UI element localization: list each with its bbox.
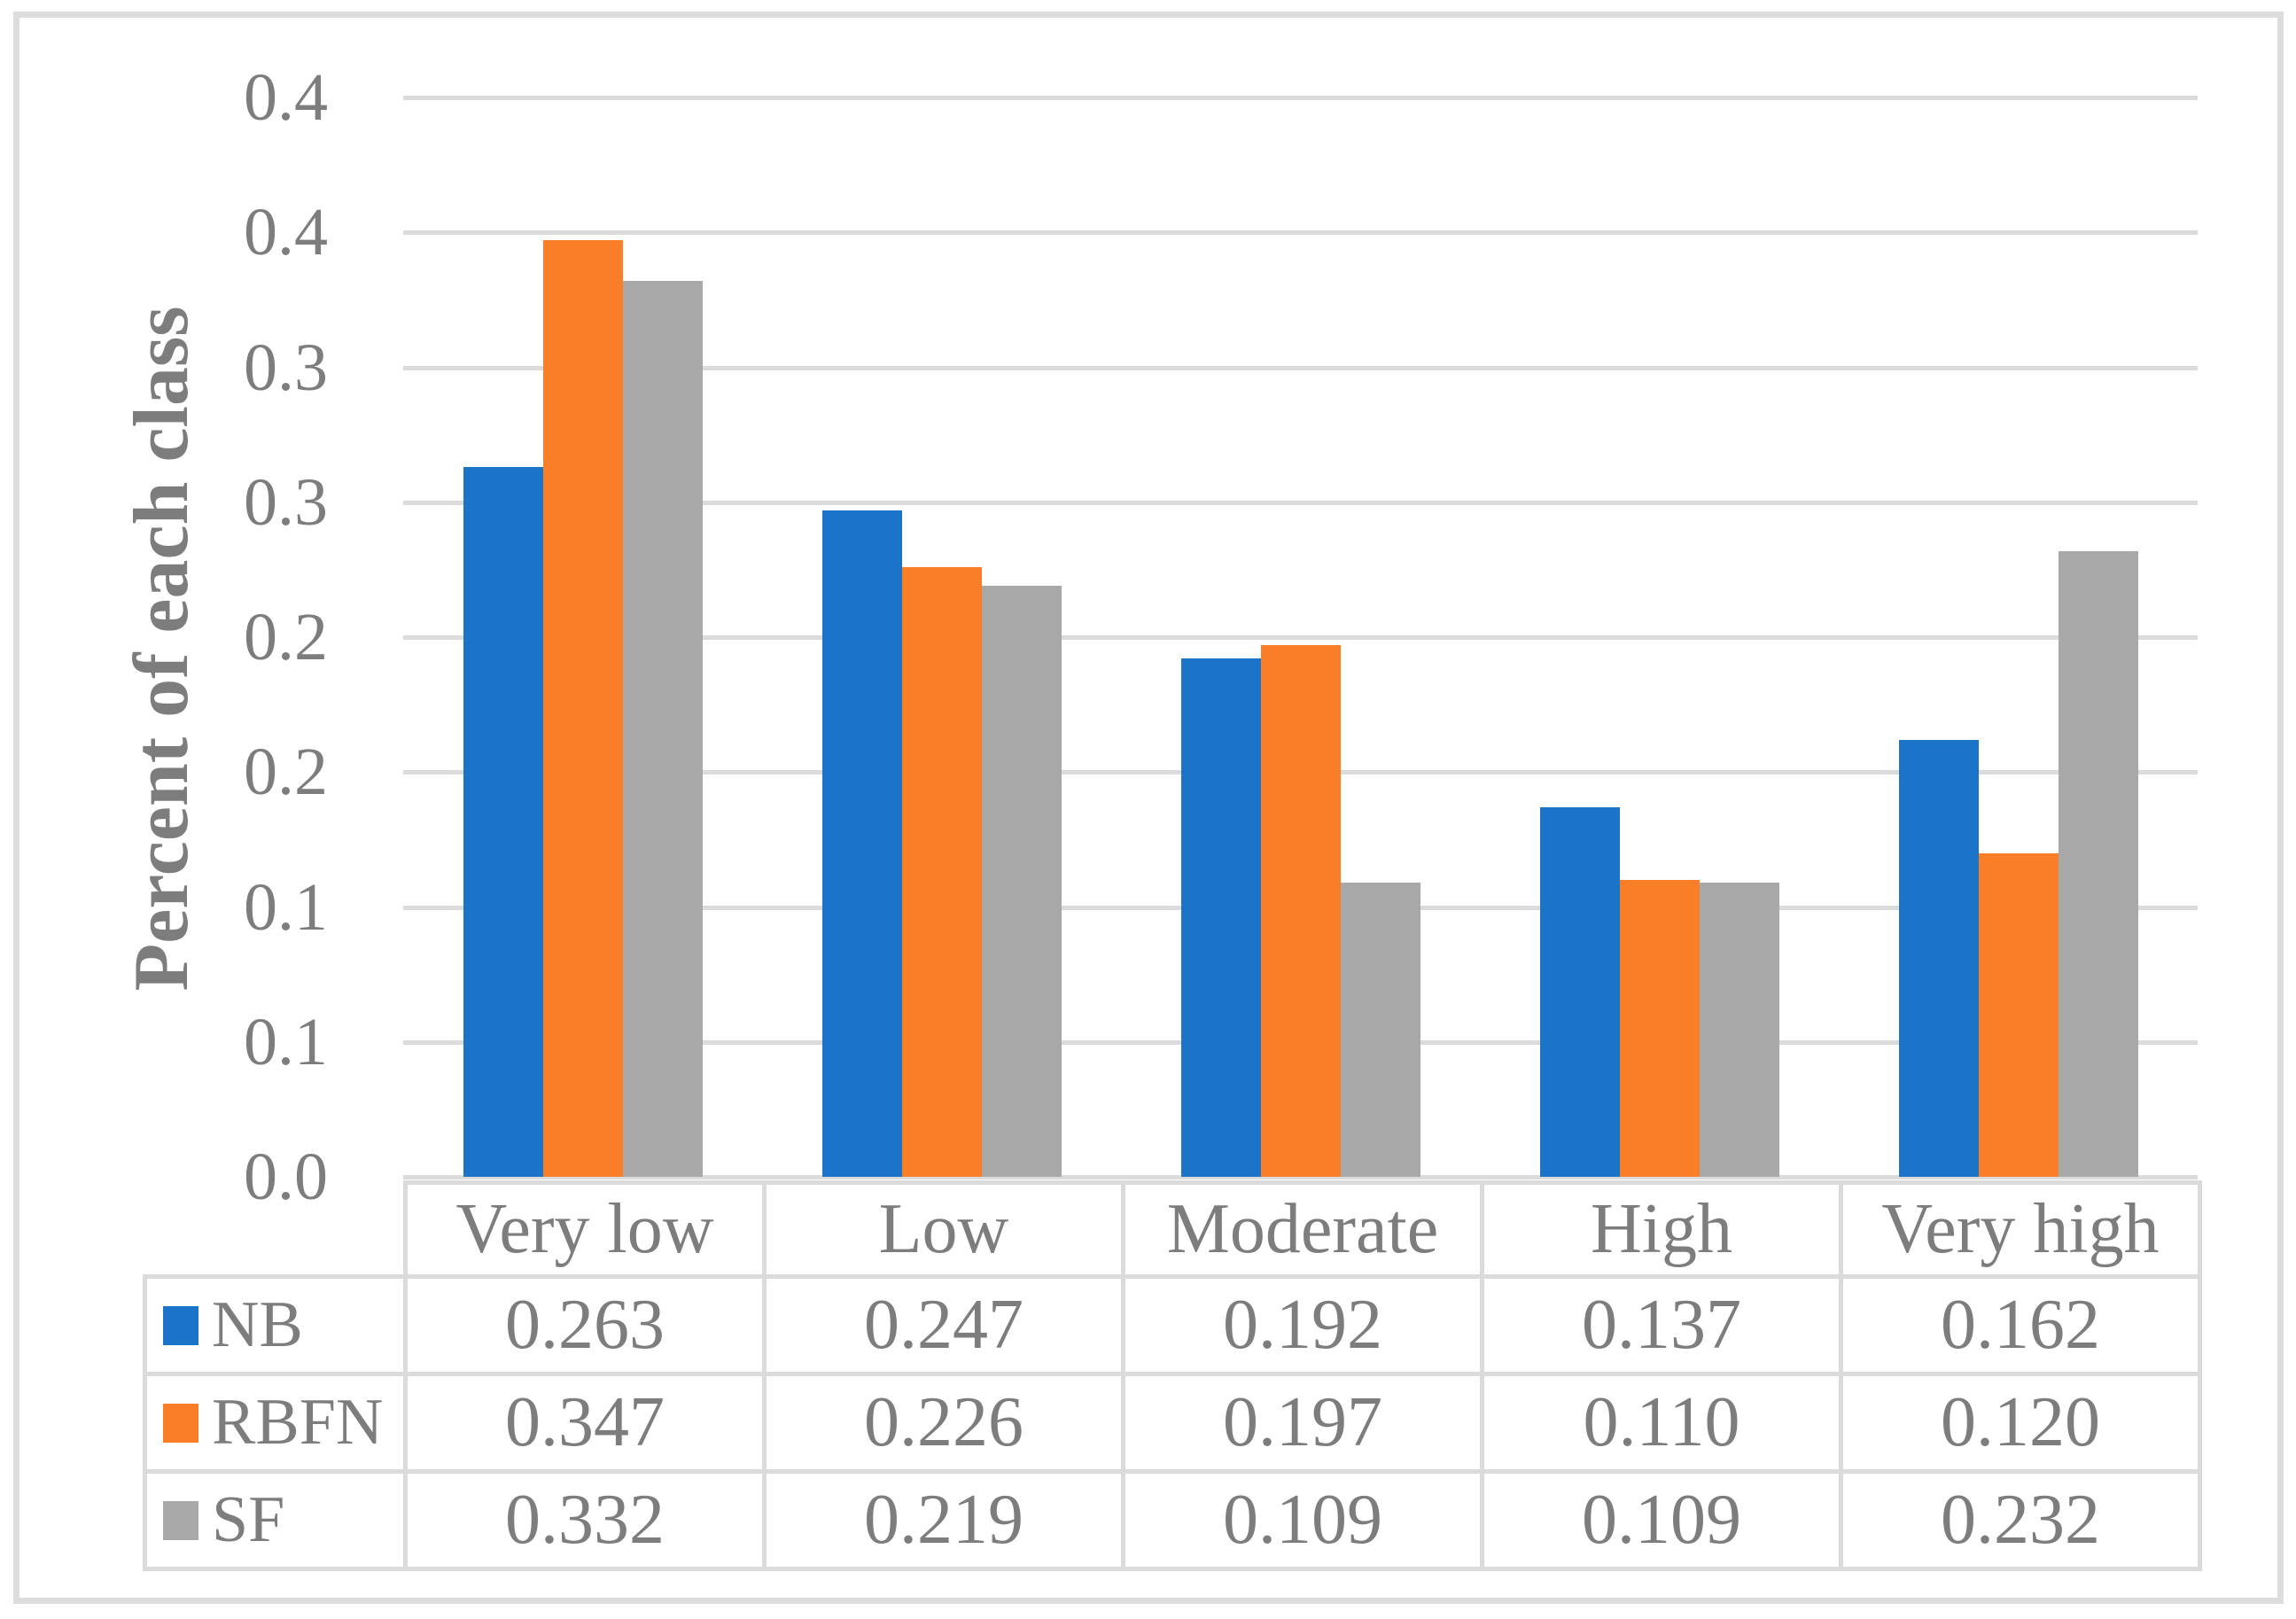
bar-nb-very-low	[463, 467, 543, 1177]
gridline-0.3	[403, 500, 2198, 505]
legend-label-rbfn: RBFN	[212, 1386, 384, 1459]
bar-sf-moderate	[1340, 883, 1420, 1177]
y-tick-label-0.3-5: 0.3	[244, 464, 328, 540]
value-cell-nb-moderate: 0.192	[1121, 1274, 1484, 1376]
gridline-0.4	[403, 96, 2198, 100]
table-row-nb: NB 0.263 0.247 0.192 0.137 0.162	[143, 1274, 2202, 1376]
value-cell-rbfn-high: 0.110	[1480, 1372, 1843, 1474]
value-cell-sf-high: 0.109	[1480, 1469, 1843, 1571]
legend-cell-nb: NB	[143, 1274, 408, 1376]
category-header-high: High	[1480, 1180, 1843, 1279]
y-tick-label-0.1-1: 0.1	[244, 1004, 328, 1079]
legend-label-nb: NB	[212, 1288, 303, 1361]
bar-rbfn-low	[901, 566, 982, 1177]
legend-cell-rbfn: RBFN	[143, 1372, 408, 1474]
plot-area	[403, 96, 2198, 1179]
legend-swatch-rbfn	[163, 1403, 198, 1443]
bar-sf-high	[1699, 883, 1779, 1177]
data-table: Very low Low Moderate High Very high NB 0.263 0…	[143, 1180, 2202, 1571]
legend-label-sf: SF	[212, 1483, 285, 1556]
category-header-very-high: Very high	[1839, 1180, 2202, 1279]
value-cell-sf-very-low: 0.332	[403, 1469, 767, 1571]
bar-rbfn-high	[1619, 880, 1700, 1177]
table-row-rbfn: RBFN 0.347 0.226 0.197 0.110 0.120	[143, 1372, 2202, 1474]
y-tick-label-0.4-8: 0.4	[244, 60, 328, 135]
value-cell-rbfn-moderate: 0.197	[1121, 1372, 1484, 1474]
gridline-0.3	[403, 365, 2198, 370]
table-corner-blank	[145, 1183, 406, 1277]
bar-rbfn-moderate	[1260, 645, 1341, 1177]
legend-swatch-sf	[163, 1500, 198, 1540]
value-cell-rbfn-low: 0.226	[762, 1372, 1125, 1474]
y-tick-label-0.2-3: 0.2	[244, 735, 328, 810]
bar-sf-very-high	[2058, 550, 2138, 1177]
value-cell-sf-moderate: 0.109	[1121, 1469, 1484, 1571]
bar-sf-low	[981, 586, 1062, 1177]
value-cell-nb-very-high: 0.162	[1839, 1274, 2202, 1376]
gridline-0.4	[403, 230, 2198, 236]
y-tick-label-0.3-6: 0.3	[244, 330, 328, 405]
y-tick-label-0.0-0: 0.0	[244, 1140, 328, 1214]
value-cell-nb-very-low: 0.263	[403, 1274, 767, 1376]
bar-sf-very-low	[622, 281, 703, 1177]
legend-cell-sf: SF	[143, 1469, 408, 1571]
bar-rbfn-very-low	[542, 240, 623, 1177]
value-cell-sf-very-high: 0.232	[1839, 1469, 2202, 1571]
value-cell-rbfn-very-low: 0.347	[403, 1372, 767, 1474]
y-tick-label-0.4-7: 0.4	[244, 195, 328, 270]
legend-swatch-nb	[163, 1305, 198, 1345]
value-cell-rbfn-very-high: 0.120	[1839, 1372, 2202, 1474]
value-cell-nb-low: 0.247	[762, 1274, 1125, 1376]
y-tick-label-0.2-4: 0.2	[244, 600, 328, 674]
gridline-0.0	[403, 1175, 2198, 1179]
figure-border	[13, 12, 2284, 1604]
bar-nb-moderate	[1180, 658, 1261, 1177]
table-row-sf: SF 0.332 0.219 0.109 0.109 0.232	[143, 1469, 2202, 1571]
gridline-0.2	[403, 635, 2198, 640]
bar-nb-low	[821, 510, 902, 1177]
bar-nb-very-high	[1898, 739, 1979, 1177]
value-cell-sf-low: 0.219	[762, 1469, 1125, 1571]
category-header-very-low: Very low	[403, 1180, 767, 1279]
category-header-low: Low	[762, 1180, 1125, 1279]
bar-rbfn-very-high	[1978, 852, 2059, 1177]
category-header-moderate: Moderate	[1121, 1180, 1484, 1279]
bar-nb-high	[1539, 806, 1620, 1177]
y-tick-label-0.1-2: 0.1	[244, 869, 328, 945]
value-cell-nb-high: 0.137	[1480, 1274, 1843, 1376]
